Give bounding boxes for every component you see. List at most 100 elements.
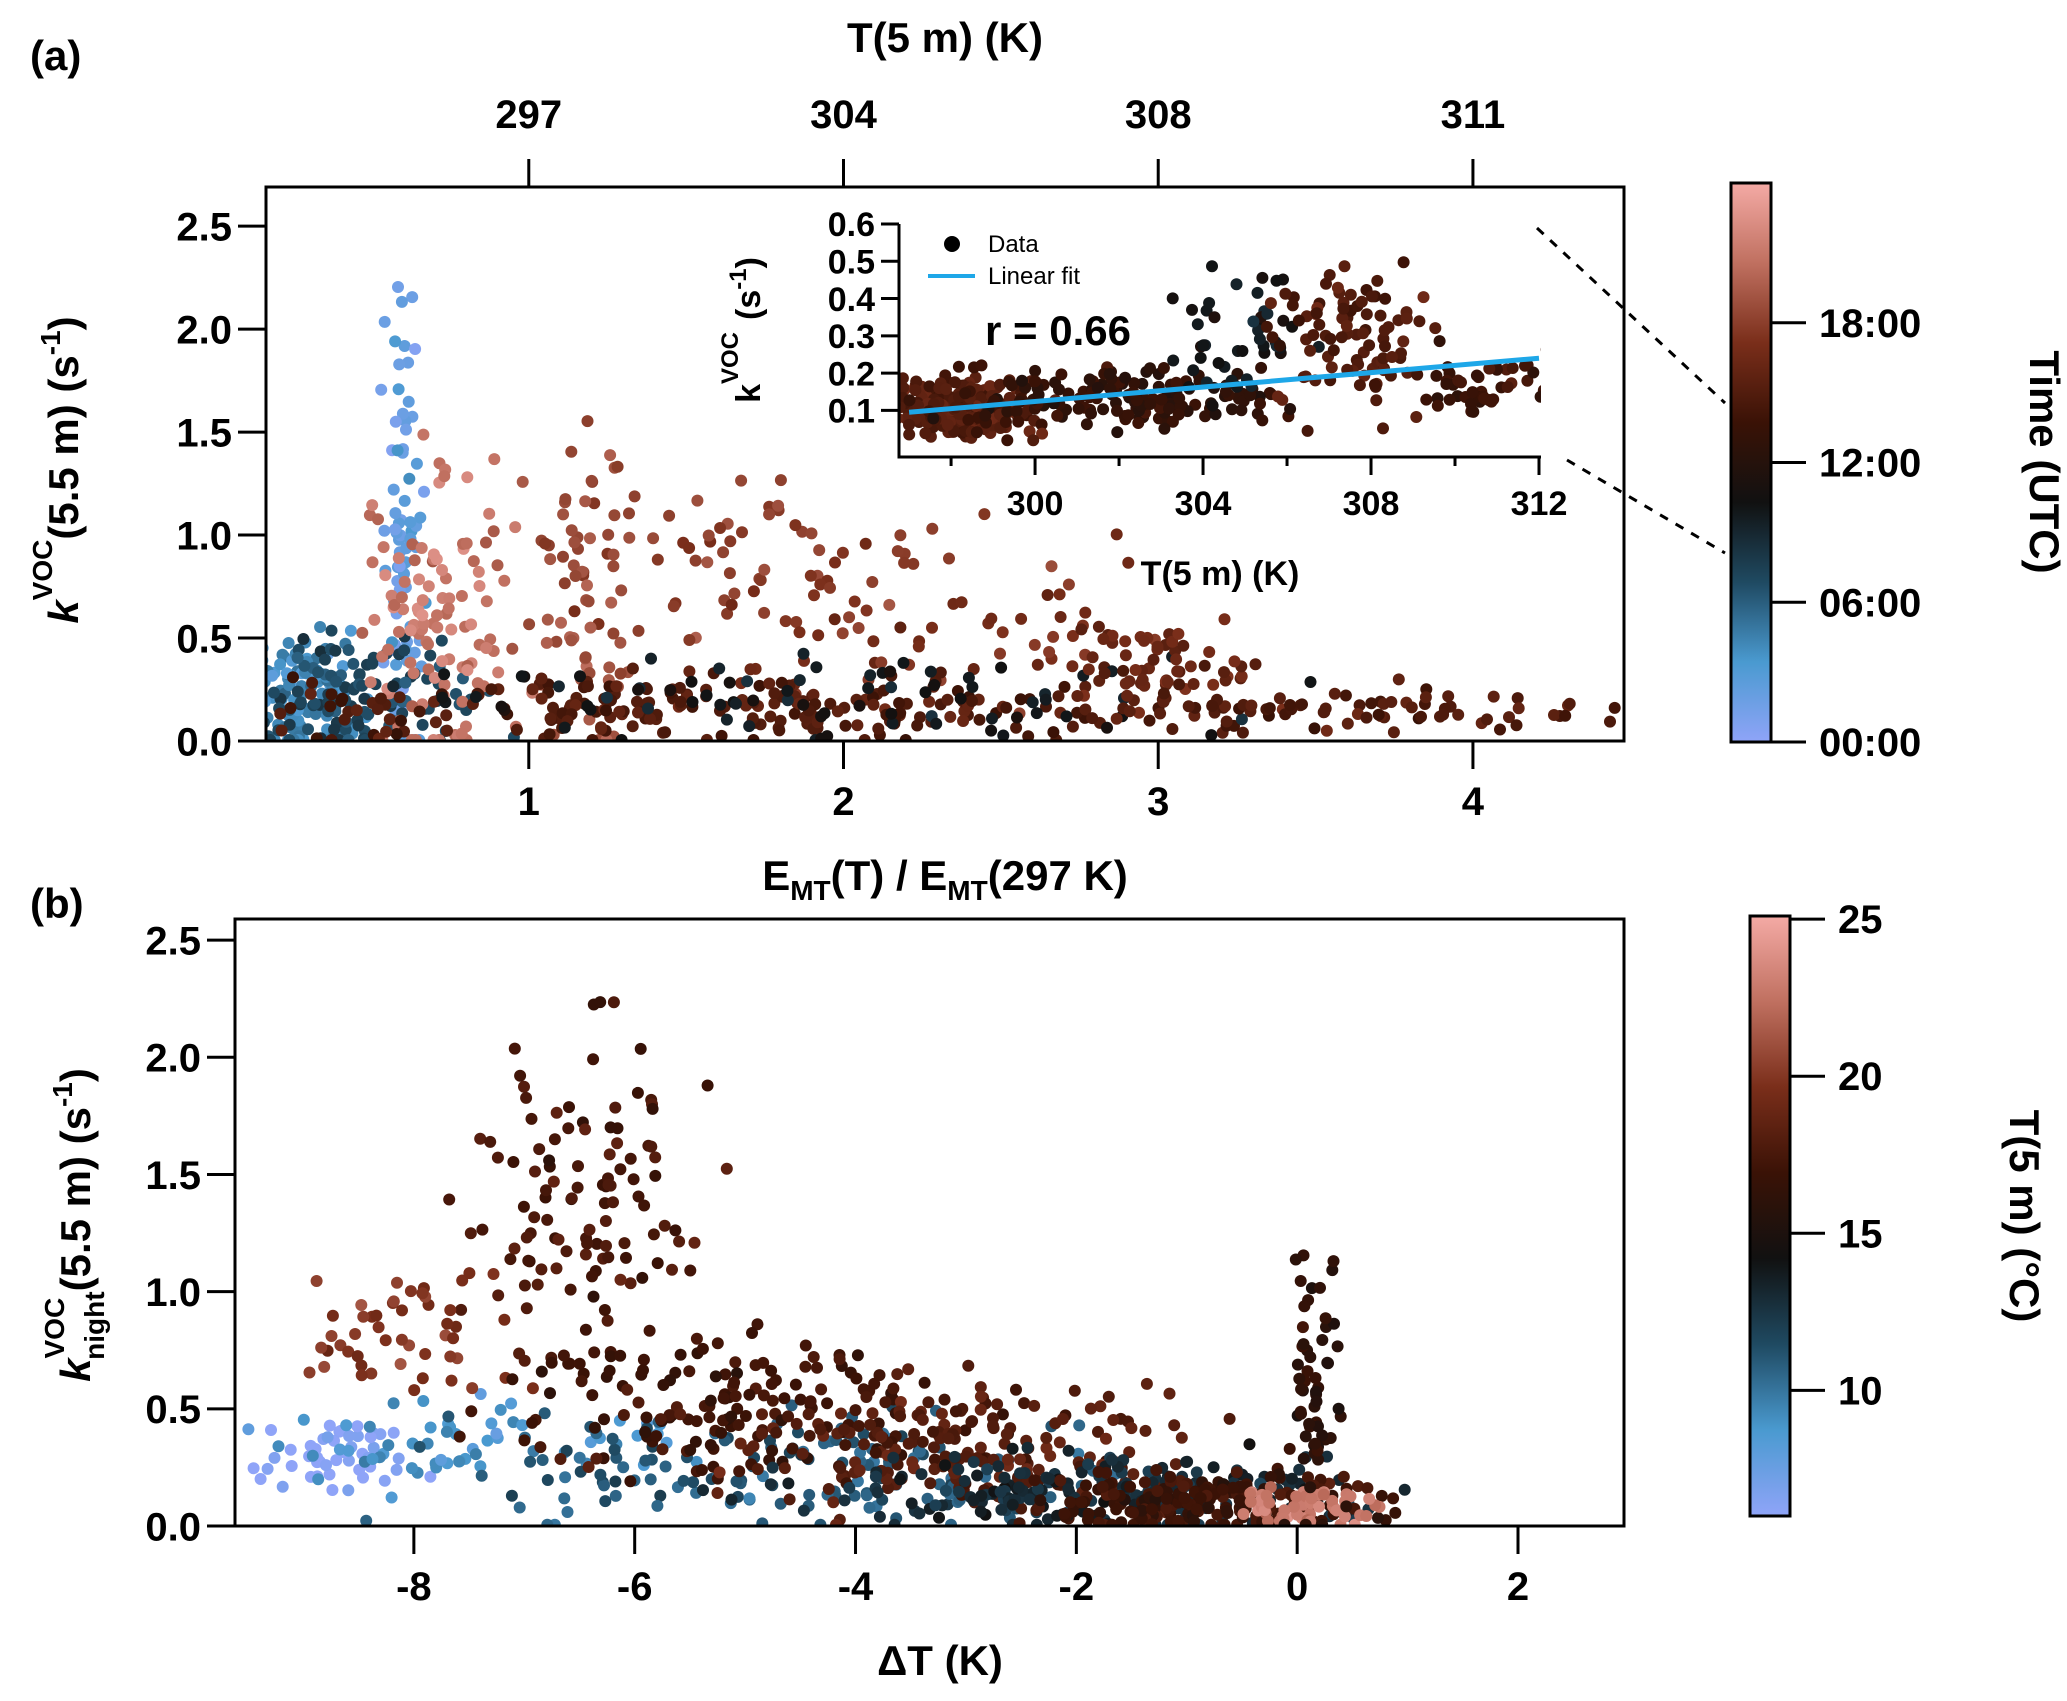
data-point [700,733,713,741]
data-point [282,637,295,649]
data-point [614,1273,627,1286]
data-point [582,1461,595,1473]
data-point [394,1358,407,1370]
data-point [456,1274,469,1287]
data-point [320,1459,332,1472]
data-point [1151,640,1164,653]
data-point [552,680,565,693]
data-point [372,513,384,526]
data-point [571,1181,584,1194]
data-point [919,427,932,440]
data-point [498,1313,511,1326]
colorbar-temperature: 10 15 20 25 T(5 m) (°C) [1748,898,2048,1518]
data-point [974,1403,987,1416]
data-point [1062,578,1075,591]
data-point [713,662,726,675]
data-point [673,1235,686,1248]
data-point [1157,362,1170,374]
colorbar-tick-label: 06:00 [1819,581,1921,625]
data-point [494,1403,507,1416]
data-point [418,485,430,498]
panel-a-y-axis-label: kVOC(5.5 m) (s-1) [27,316,87,623]
data-point [1028,1474,1041,1487]
data-point [579,651,592,664]
data-point [649,1151,662,1164]
data-point [1338,260,1351,273]
data-point [1331,1340,1344,1353]
data-point [1029,364,1042,377]
data-point [126,721,138,733]
data-point [867,698,880,711]
data-point [1079,703,1092,716]
x-tick-label: 0 [1286,1565,1308,1609]
data-point [1260,320,1273,333]
data-point [463,1267,476,1280]
data-point [631,695,643,708]
data-point [899,734,912,741]
data-point [1166,723,1179,735]
data-point [325,688,338,701]
data-point [849,1404,862,1417]
data-point [242,1423,255,1436]
data-point [436,564,448,576]
data-point [1363,1492,1376,1505]
inset-axes [897,224,1541,459]
data-point [416,1372,429,1385]
data-point [781,684,794,697]
data-point [764,1478,777,1491]
data-point [550,1106,563,1119]
data-point [756,1427,768,1440]
data-point [1375,1489,1388,1502]
data-point [743,1388,756,1401]
data-point [442,1410,455,1423]
data-point [967,1494,980,1507]
data-point [843,611,856,624]
data-point [884,665,897,678]
data-point [558,1492,571,1505]
data-point [1203,297,1216,309]
data-point [1344,288,1357,301]
data-point [952,1463,965,1476]
data-point [1000,701,1013,714]
data-point [962,1359,975,1372]
data-point [518,1080,530,1093]
data-point [1044,1491,1057,1504]
data-point [584,1436,597,1449]
data-point [237,695,249,707]
data-point [885,414,897,426]
data-point [424,1421,437,1434]
data-point [744,663,757,676]
data-point [1125,1422,1138,1435]
data-point [604,1350,617,1363]
data-point [244,671,256,683]
data-point [1060,710,1073,723]
data-point [377,541,390,554]
data-point [387,1295,400,1308]
data-point [516,1419,529,1432]
data-point [945,1518,957,1526]
data-point [472,565,485,578]
data-point [379,569,392,582]
data-point [894,621,907,634]
data-point [804,569,817,582]
data-point [310,732,323,741]
data-point [547,701,559,714]
data-point [788,707,801,720]
data-point [721,607,734,620]
data-point [520,1231,533,1244]
data-point [1111,426,1124,439]
data-point [1102,1390,1115,1403]
data-point [1194,1492,1207,1504]
data-point [518,1354,531,1367]
data-point [1278,1518,1291,1526]
data-point [1470,369,1483,382]
y-tick-label: 0.5 [176,617,232,661]
data-point [1455,376,1467,389]
data-point [1244,389,1257,402]
data-point [419,1348,432,1360]
data-point [778,1462,791,1475]
data-point [1123,705,1136,718]
data-point [522,1254,535,1267]
data-point [1100,1432,1112,1445]
data-point [1392,673,1405,686]
